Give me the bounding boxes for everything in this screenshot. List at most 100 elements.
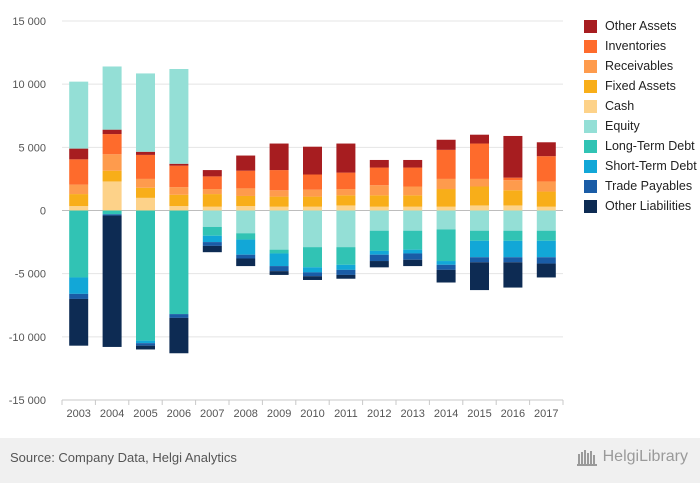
bar-segment bbox=[202, 194, 222, 207]
bar-segment bbox=[536, 156, 556, 182]
legend-item-long-term-debt[interactable]: Long-Term Debt bbox=[584, 136, 697, 156]
legend-swatch bbox=[584, 59, 597, 73]
bar-segment bbox=[403, 186, 423, 196]
x-tick-label: 2005 bbox=[133, 408, 157, 420]
y-tick-label: 0 bbox=[40, 206, 46, 218]
legend-label: Receivables bbox=[605, 59, 674, 73]
bar-segment bbox=[503, 135, 523, 178]
bar-segment bbox=[336, 210, 356, 248]
bar-segment bbox=[303, 247, 322, 268]
bar-segment bbox=[336, 247, 356, 265]
bar-segment bbox=[69, 159, 89, 185]
bar-segment bbox=[202, 170, 222, 177]
legend-item-inventories[interactable]: Inventories bbox=[584, 36, 697, 56]
bar-segment bbox=[369, 206, 389, 211]
bar-segment bbox=[269, 206, 289, 211]
bar-segment bbox=[503, 180, 523, 191]
library-icon bbox=[576, 450, 597, 466]
x-tick-label: 2014 bbox=[434, 408, 458, 420]
bar-segment bbox=[236, 206, 256, 211]
bar-segment bbox=[136, 210, 155, 341]
bar-segment bbox=[436, 229, 456, 262]
bar-segment bbox=[503, 240, 523, 258]
legend-item-cash[interactable]: Cash bbox=[584, 96, 697, 116]
legend-swatch bbox=[584, 39, 597, 53]
bar-segment bbox=[336, 264, 356, 270]
legend-label: Other Assets bbox=[605, 19, 677, 33]
x-tick-label: 2010 bbox=[300, 408, 324, 420]
bar-segment bbox=[470, 210, 489, 231]
legend-item-receivables[interactable]: Receivables bbox=[584, 56, 697, 76]
legend-swatch bbox=[584, 19, 597, 33]
bar-segment bbox=[536, 181, 556, 192]
legend-item-equity[interactable]: Equity bbox=[584, 116, 697, 136]
bar-segment bbox=[303, 267, 322, 273]
y-tick-label: 10 000 bbox=[12, 79, 46, 91]
bar-segment bbox=[169, 210, 189, 315]
x-tick-label: 2003 bbox=[66, 408, 90, 420]
bar-segment bbox=[169, 69, 189, 164]
bar-segment bbox=[536, 230, 556, 241]
y-tick-label: 5 000 bbox=[18, 142, 46, 154]
bar-segment bbox=[69, 293, 89, 299]
bar-segment bbox=[503, 257, 523, 263]
bar-segment bbox=[470, 240, 489, 258]
bar-segment bbox=[236, 239, 256, 255]
bar-segment bbox=[536, 257, 556, 264]
bar-segment bbox=[303, 196, 322, 207]
bar-segment bbox=[336, 195, 356, 206]
brand-logo[interactable]: HelgiLibrary bbox=[576, 448, 688, 466]
bar-segment bbox=[269, 253, 289, 267]
x-tick-label: 2004 bbox=[100, 408, 124, 420]
legend-label: Inventories bbox=[605, 39, 667, 53]
bar-segment bbox=[369, 254, 389, 262]
bar-segment bbox=[236, 210, 256, 234]
legend-item-trade-payables[interactable]: Trade Payables bbox=[584, 176, 697, 196]
bar-segment bbox=[202, 235, 222, 243]
bar-segment bbox=[336, 189, 356, 196]
bar-segment bbox=[202, 226, 222, 236]
bar-segment bbox=[269, 143, 289, 171]
x-tick-label: 2015 bbox=[467, 408, 491, 420]
bar-segment bbox=[436, 178, 456, 190]
y-tick-label: 15 000 bbox=[12, 16, 46, 28]
bar-segment bbox=[69, 298, 89, 346]
bar-segment bbox=[436, 149, 456, 179]
bar-segment bbox=[436, 139, 456, 150]
bar-segment bbox=[236, 195, 256, 207]
bar-segment bbox=[202, 210, 222, 227]
bar-segment bbox=[436, 269, 456, 283]
bar-segment bbox=[136, 345, 155, 350]
legend-item-fixed-assets[interactable]: Fixed Assets bbox=[584, 76, 697, 96]
bar-segment bbox=[303, 206, 322, 211]
legend-swatch bbox=[584, 199, 597, 213]
bar-segment bbox=[369, 210, 389, 231]
bar-segment bbox=[470, 262, 489, 291]
legend-swatch bbox=[584, 99, 597, 113]
bar-segment bbox=[336, 143, 356, 173]
chart-legend: Other Assets Inventories Receivables Fix… bbox=[584, 16, 697, 216]
bar-segment bbox=[236, 233, 256, 240]
bar-segment bbox=[403, 210, 423, 231]
bar-segment bbox=[403, 249, 423, 254]
legend-item-short-term-debt[interactable]: Short-Term Debt bbox=[584, 156, 697, 176]
legend-label: Other Liabilities bbox=[605, 199, 692, 213]
bar-segment bbox=[369, 185, 389, 196]
bar-segment bbox=[536, 210, 556, 231]
legend-item-other-liabilities[interactable]: Other Liabilities bbox=[584, 196, 697, 216]
bar-segment bbox=[503, 230, 523, 241]
legend-item-other-assets[interactable]: Other Assets bbox=[584, 16, 697, 36]
bar-segment bbox=[69, 184, 89, 195]
bar-segment bbox=[369, 250, 389, 255]
bar-segment bbox=[470, 178, 489, 187]
x-tick-label: 2012 bbox=[367, 408, 391, 420]
bar-segment bbox=[536, 206, 556, 211]
bar-segment bbox=[303, 272, 322, 277]
bar-segment bbox=[136, 343, 155, 346]
bar-segment bbox=[202, 176, 222, 190]
bar-segment bbox=[336, 205, 356, 211]
bar-segment bbox=[202, 206, 222, 211]
bar-segment bbox=[369, 159, 389, 168]
bar-segment bbox=[436, 206, 456, 211]
legend-label: Long-Term Debt bbox=[605, 139, 695, 153]
